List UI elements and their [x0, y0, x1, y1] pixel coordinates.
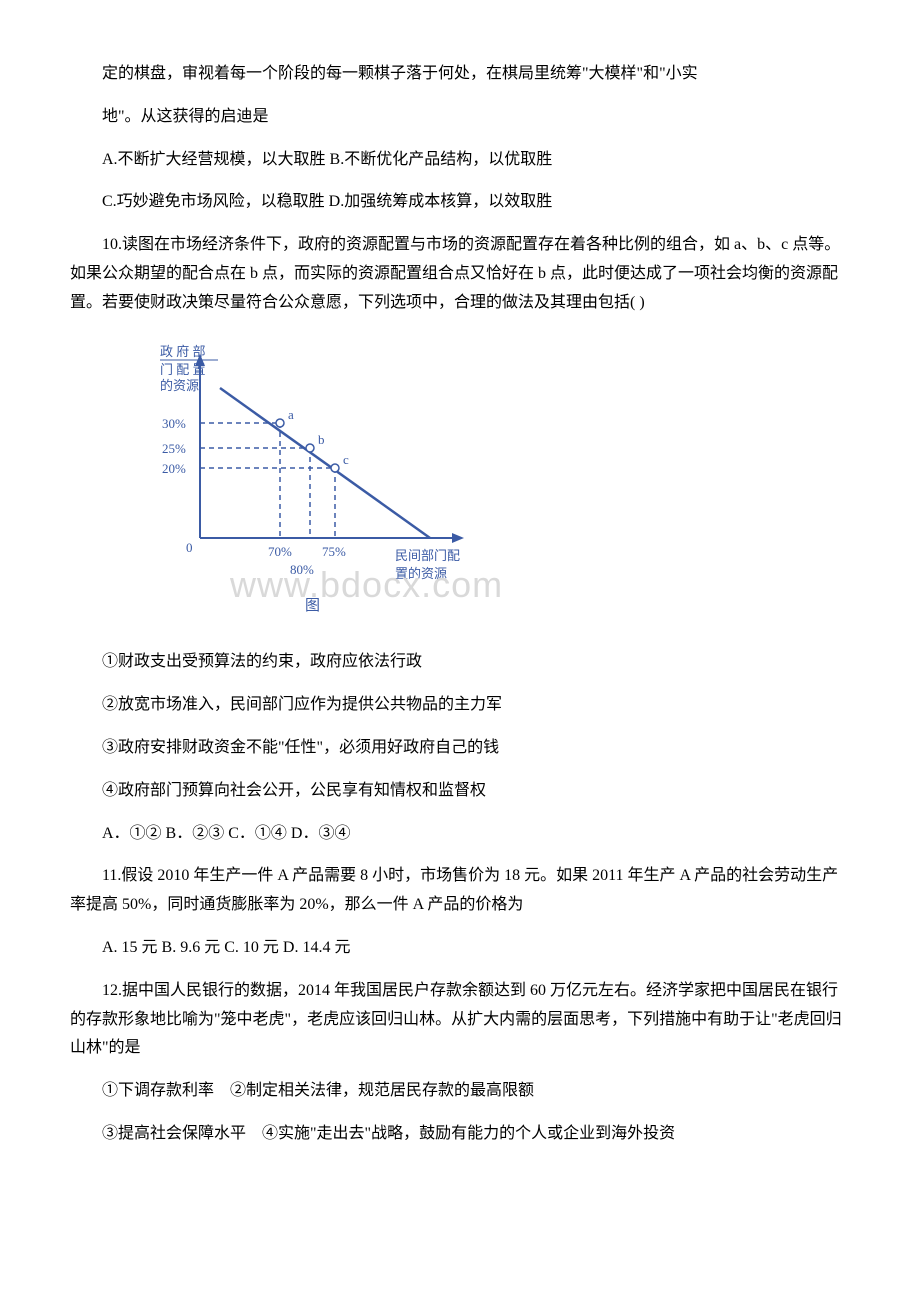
- svg-text:图: 图: [305, 597, 320, 614]
- q10-opt3: ③政府安排财政资金不能"任性"，必须用好政府自己的钱: [70, 734, 850, 763]
- svg-text:置的资源: 置的资源: [395, 566, 447, 581]
- svg-text:75%: 75%: [322, 544, 346, 559]
- paragraph-9-tail: 定的棋盘，审视着每一个阶段的每一颗棋子落于何处，在棋局里统筹"大模样"和"小实: [70, 60, 850, 89]
- chart-container: 政 府 部门 配 置的资源 a b c 30% 25% 20% 70% 75% 80% 0 民间部门配…: [140, 338, 850, 629]
- q11-stem: 11.假设 2010 年生产一件 A 产品需要 8 小时，市场售价为 18 元。…: [70, 862, 850, 920]
- svg-text:70%: 70%: [268, 544, 292, 559]
- svg-text:b: b: [318, 432, 325, 447]
- q10-stem: 10.读图在市场经济条件下，政府的资源配置与市场的资源配置存在着各种比例的组合，…: [70, 231, 850, 317]
- svg-text:30%: 30%: [162, 416, 186, 431]
- q12-opt12: ①下调存款利率 ②制定相关法律，规范居民存款的最高限额: [70, 1077, 850, 1106]
- svg-text:20%: 20%: [162, 461, 186, 476]
- svg-text:c: c: [343, 452, 349, 467]
- svg-text:门 配 置: 门 配 置: [160, 362, 206, 377]
- q10-choices: A．①② B．②③ C．①④ D．③④: [70, 820, 850, 849]
- svg-text:政 府 部: 政 府 部: [160, 344, 206, 359]
- q10-opt2: ②放宽市场准入，民间部门应作为提供公共物品的主力军: [70, 691, 850, 720]
- svg-text:25%: 25%: [162, 441, 186, 456]
- q11-choices: A. 15 元 B. 9.6 元 C. 10 元 D. 14.4 元: [70, 934, 850, 963]
- svg-text:民间部门配: 民间部门配: [395, 548, 460, 563]
- svg-text:0: 0: [186, 540, 193, 555]
- svg-text:的资源: 的资源: [160, 378, 199, 393]
- q12-opt34: ③提高社会保障水平 ④实施"走出去"战略，鼓励有能力的个人或企业到海外投资: [70, 1120, 850, 1149]
- q9-option-cd: C.巧妙避免市场风险，以稳取胜 D.加强统筹成本核算，以效取胜: [70, 188, 850, 217]
- q9-option-ab: A.不断扩大经营规模，以大取胜 B.不断优化产品结构，以优取胜: [70, 146, 850, 175]
- q10-opt1: ①财政支出受预算法的约束，政府应依法行政: [70, 648, 850, 677]
- svg-text:a: a: [288, 407, 294, 422]
- text: 定的棋盘，审视着每一个阶段的每一颗棋子落于何处，在棋局里统筹"大模样"和"小实: [70, 60, 698, 89]
- q10-opt4: ④政府部门预算向社会公开，公民享有知情权和监督权: [70, 777, 850, 806]
- svg-text:80%: 80%: [290, 562, 314, 577]
- resource-allocation-chart: 政 府 部门 配 置的资源 a b c 30% 25% 20% 70% 75% 80% 0 民间部门配…: [140, 338, 500, 618]
- q12-stem: 12.据中国人民银行的数据，2014 年我国居民户存款余额达到 60 万亿元左右…: [70, 977, 850, 1063]
- paragraph-9-tail2: 地"。从这获得的启迪是: [70, 103, 850, 132]
